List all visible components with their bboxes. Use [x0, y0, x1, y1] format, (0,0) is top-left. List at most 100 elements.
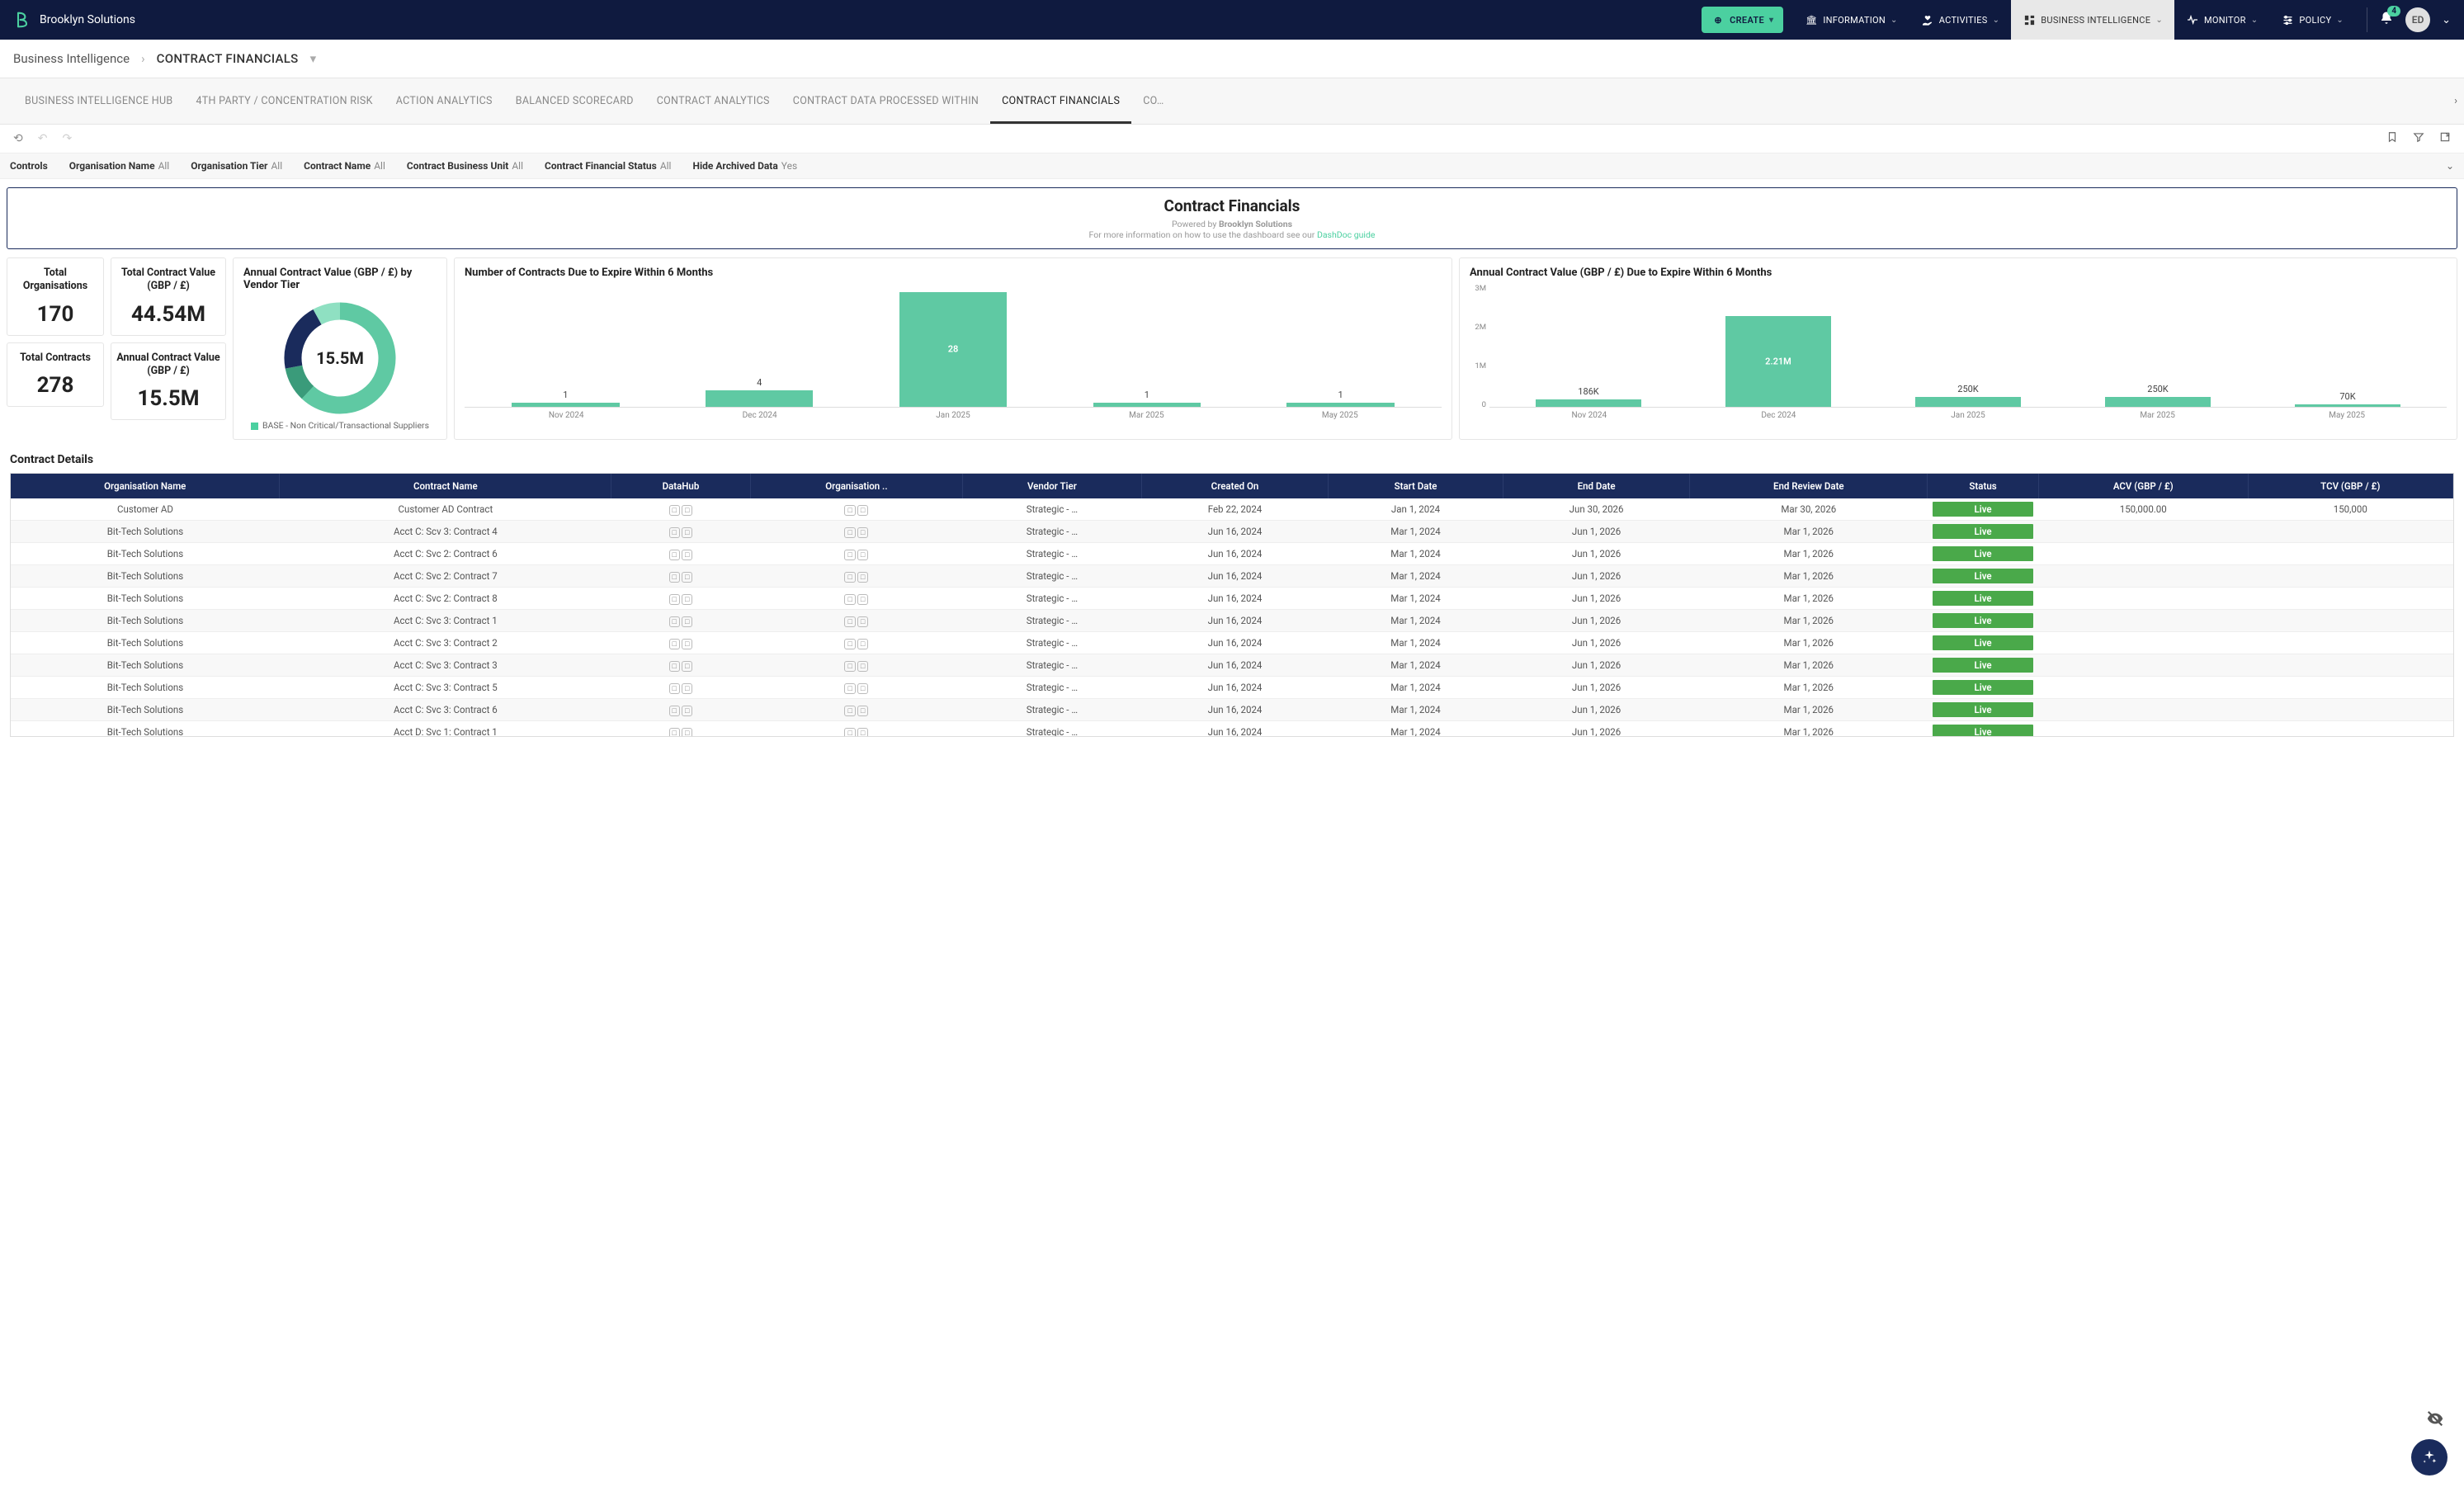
- table-row[interactable]: Bit-Tech SolutionsAcct C: Scv 3: Contrac…: [11, 521, 2453, 543]
- scroll-right-button[interactable]: ›: [2454, 95, 2457, 107]
- contract-table-wrap[interactable]: Organisation NameContract NameDataHubOrg…: [10, 473, 2454, 737]
- nav-create[interactable]: ⊕ CREATE ▾: [1702, 7, 1783, 33]
- dropdown-icon[interactable]: ▾: [310, 51, 317, 66]
- breadcrumb-root[interactable]: Business Intelligence: [13, 51, 130, 66]
- table-row[interactable]: Bit-Tech SolutionsAcct C: Svc 3: Contrac…: [11, 610, 2453, 632]
- legend-swatch: [251, 423, 258, 430]
- fab-sparkle[interactable]: [2411, 1439, 2447, 1475]
- col-header[interactable]: ACV (GBP / £): [2038, 474, 2248, 498]
- nav-policy[interactable]: POLICY ⌄: [2269, 0, 2355, 40]
- brand-logo-icon: [13, 11, 31, 29]
- controls-title: Controls: [10, 160, 48, 172]
- subtab-4[interactable]: CONTRACT ANALYTICS: [645, 78, 781, 124]
- chevron-down-icon: ⌄: [2251, 16, 2259, 25]
- redo-icon[interactable]: ↷: [59, 130, 75, 147]
- kpi-value: 278: [12, 373, 98, 398]
- hand-heart-icon: [1921, 13, 1934, 26]
- chevron-down-icon: ⌄: [2155, 16, 2163, 25]
- kpi-title: Total Contract Value (GBP / £): [116, 267, 220, 294]
- filter-organisation-name[interactable]: Organisation NameAll: [69, 160, 169, 172]
- bookmark-icon[interactable]: [2383, 130, 2401, 148]
- controls-expand[interactable]: ⌄: [2446, 160, 2454, 172]
- bar-column: 2.21M: [1684, 284, 1872, 407]
- table-row[interactable]: Bit-Tech SolutionsAcct C: Svc 3: Contrac…: [11, 677, 2453, 699]
- heartbeat-icon: [2186, 13, 2199, 26]
- subtab-7[interactable]: CO…: [1131, 78, 1175, 124]
- col-header[interactable]: DataHub: [611, 474, 750, 498]
- undo-icon[interactable]: ↶: [35, 130, 51, 147]
- topbar-nav: ⊕ CREATE ▾ 🏛 INFORMATION ⌄ ACTIVITIES ⌄ …: [1702, 0, 2355, 40]
- help-text: For more information on how to use the d…: [16, 229, 2448, 240]
- table-row[interactable]: Bit-Tech SolutionsAcct C: Svc 3: Contrac…: [11, 654, 2453, 677]
- table-row[interactable]: Bit-Tech SolutionsAcct C: Svc 2: Contrac…: [11, 543, 2453, 565]
- col-header[interactable]: Vendor Tier: [963, 474, 1141, 498]
- table-row[interactable]: Bit-Tech SolutionsAcct C: Svc 2: Contrac…: [11, 565, 2453, 588]
- bar-column: 28: [857, 284, 1050, 407]
- brand[interactable]: Brooklyn Solutions: [13, 11, 135, 29]
- filter-contract-financial-status[interactable]: Contract Financial StatusAll: [545, 160, 671, 172]
- col-header[interactable]: End Review Date: [1690, 474, 1928, 498]
- breadcrumb-current: CONTRACT FINANCIALS: [157, 51, 299, 66]
- nav-monitor[interactable]: MONITOR ⌄: [2174, 0, 2269, 40]
- nav-bi[interactable]: BUSINESS INTELLIGENCE ⌄: [2011, 0, 2174, 40]
- controls-bar: Controls Organisation NameAll Organisatio…: [0, 153, 2464, 179]
- subtab-6[interactable]: CONTRACT FINANCIALS: [990, 78, 1131, 124]
- nav-activities-label: ACTIVITIES: [1939, 15, 1988, 26]
- visibility-toggle[interactable]: [2426, 1409, 2444, 1431]
- user-avatar[interactable]: ED: [2405, 7, 2430, 32]
- filter-organisation-tier[interactable]: Organisation TierAll: [191, 160, 282, 172]
- chart-acv-by-tier: Annual Contract Value (GBP / £) by Vendo…: [233, 257, 447, 440]
- dashboard-title: Contract Financials: [16, 196, 2448, 215]
- bar-column: 1: [1244, 284, 1437, 407]
- chevron-down-icon[interactable]: ⌄: [2442, 14, 2451, 26]
- table-row[interactable]: Bit-Tech SolutionsAcct C: Svc 3: Contrac…: [11, 699, 2453, 721]
- subtab-1[interactable]: 4TH PARTY / CONCENTRATION RISK: [184, 78, 384, 124]
- col-header[interactable]: End Date: [1503, 474, 1690, 498]
- refresh-icon[interactable]: ⟲: [10, 130, 26, 147]
- table-row[interactable]: Customer ADCustomer AD Contract□□□□Strat…: [11, 498, 2453, 521]
- building-icon: 🏛: [1805, 13, 1818, 26]
- table-row[interactable]: Bit-Tech SolutionsAcct C: Svc 2: Contrac…: [11, 588, 2453, 610]
- filter-contract-business-unit[interactable]: Contract Business UnitAll: [407, 160, 523, 172]
- dashboard-toolbar: ⟲ ↶ ↷: [0, 125, 2464, 153]
- col-header[interactable]: Organisation ..: [750, 474, 963, 498]
- chart-contracts-expiring: Number of Contracts Due to Expire Within…: [454, 257, 1452, 440]
- notification-count: 4: [2387, 6, 2400, 17]
- kpi-total-contracts: Total Contracts 278: [7, 342, 104, 407]
- breadcrumb: Business Intelligence › CONTRACT FINANCI…: [0, 40, 2464, 78]
- subtab-0[interactable]: BUSINESS INTELLIGENCE HUB: [13, 78, 184, 124]
- sliders-icon: [2281, 13, 2294, 26]
- bar-chart: 186K2.21M250K250K70K: [1489, 284, 2447, 408]
- powered-by: Powered by Brooklyn Solutions: [16, 219, 2448, 229]
- x-axis: Nov 2024Dec 2024Jan 2025Mar 2025May 2025: [465, 408, 1442, 420]
- col-header[interactable]: Created On: [1141, 474, 1329, 498]
- nav-information[interactable]: 🏛 INFORMATION ⌄: [1793, 0, 1909, 40]
- col-header[interactable]: Start Date: [1329, 474, 1503, 498]
- dashdoc-link[interactable]: DashDoc guide: [1317, 229, 1376, 240]
- bar-column: 250K: [2064, 284, 2252, 407]
- subtab-5[interactable]: CONTRACT DATA PROCESSED WITHIN: [781, 78, 990, 124]
- subtab-2[interactable]: ACTION ANALYTICS: [385, 78, 504, 124]
- table-row[interactable]: Bit-Tech SolutionsAcct C: Svc 3: Contrac…: [11, 632, 2453, 654]
- col-header[interactable]: Contract Name: [280, 474, 611, 498]
- nav-activities[interactable]: ACTIVITIES ⌄: [1909, 0, 2012, 40]
- subtab-3[interactable]: BALANCED SCORECARD: [504, 78, 645, 124]
- notifications-button[interactable]: 4: [2379, 11, 2394, 29]
- table-row[interactable]: Bit-Tech SolutionsAcct D: Svc 1: Contrac…: [11, 721, 2453, 738]
- nav-information-label: INFORMATION: [1823, 15, 1886, 26]
- col-header[interactable]: TCV (GBP / £): [2248, 474, 2452, 498]
- bar-column: 1: [1050, 284, 1243, 407]
- filter-icon[interactable]: [2410, 130, 2428, 148]
- filter-contract-name[interactable]: Contract NameAll: [304, 160, 385, 172]
- nav-bi-label: BUSINESS INTELLIGENCE: [2041, 15, 2150, 26]
- kpi-row: Total Organisations 170 Total Contracts …: [0, 257, 2464, 440]
- brand-name: Brooklyn Solutions: [40, 13, 135, 26]
- col-header[interactable]: Organisation Name: [11, 474, 280, 498]
- donut-chart: 15.5M: [243, 296, 437, 420]
- y-axis: 3M2M1M0: [1466, 284, 1486, 409]
- filter-hide-archived-data[interactable]: Hide Archived DataYes: [692, 160, 797, 172]
- nav-policy-label: POLICY: [2299, 15, 2331, 26]
- bar-column: 70K: [2254, 284, 2442, 407]
- export-icon[interactable]: [2436, 130, 2454, 148]
- col-header[interactable]: Status: [1928, 474, 2039, 498]
